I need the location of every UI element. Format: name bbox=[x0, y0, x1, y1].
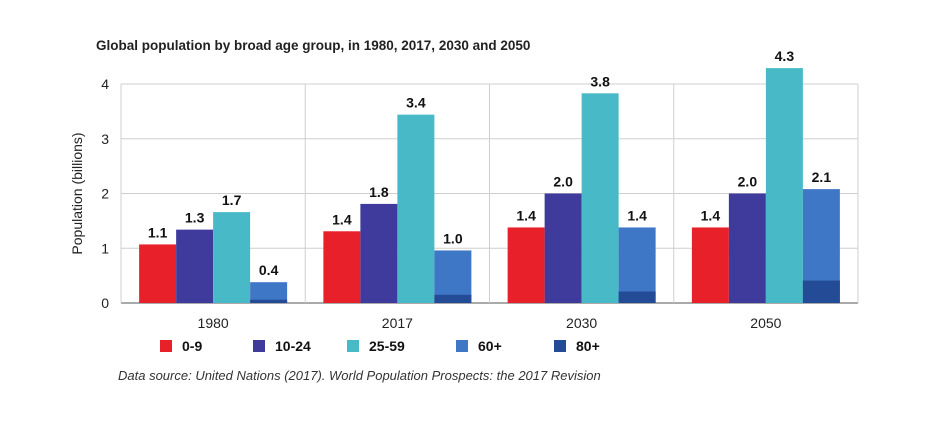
legend-label-80+: 80+ bbox=[576, 338, 600, 354]
y-tick-label: 4 bbox=[101, 76, 109, 92]
bar-80+-1980 bbox=[250, 299, 288, 303]
bar-25-59-2030 bbox=[581, 93, 619, 304]
legend-label-0-9: 0-9 bbox=[182, 338, 202, 354]
data-label-0-9-2030: 1.4 bbox=[516, 207, 536, 223]
chart-title: Global population by broad age group, in… bbox=[96, 38, 531, 53]
y-tick-label: 0 bbox=[101, 295, 109, 311]
y-axis-label: Population (billions) bbox=[69, 132, 85, 254]
data-labels: 1.1 1.3 1.7 0.4 1.4 1.8 3.4 1.0 1.4 2.0 3.8 1.4 1.4 2… bbox=[148, 48, 831, 278]
bar-10-24-2017 bbox=[360, 203, 398, 303]
bars bbox=[139, 68, 840, 304]
legend-label-60+: 60+ bbox=[478, 338, 502, 354]
x-tick-label: 2050 bbox=[750, 315, 781, 331]
bar-10-24-2030 bbox=[544, 193, 582, 303]
legend-swatch-0-9 bbox=[160, 340, 172, 352]
source-note: Data source: United Nations (2017). Worl… bbox=[118, 368, 601, 383]
data-label-10-24-2030: 2.0 bbox=[553, 174, 573, 190]
data-label-60+-2017: 1.0 bbox=[443, 230, 463, 246]
data-label-10-24-2017: 1.8 bbox=[369, 184, 389, 200]
data-label-25-59-1980: 1.7 bbox=[222, 192, 242, 208]
data-label-25-59-2017: 3.4 bbox=[406, 95, 426, 111]
data-label-10-24-2050: 2.0 bbox=[738, 174, 758, 190]
bar-0-9-2050 bbox=[691, 227, 729, 303]
bar-25-59-1980 bbox=[213, 212, 251, 303]
bar-60+-1980 bbox=[250, 282, 288, 303]
legend-label-10-24: 10-24 bbox=[275, 338, 311, 354]
data-label-0-9-2017: 1.4 bbox=[332, 211, 352, 227]
axes: 0 1 2 3 4 Population (billions) 1980 2017 2030 20… bbox=[69, 76, 782, 331]
data-label-0-9-2050: 1.4 bbox=[701, 207, 721, 223]
x-tick-label: 1980 bbox=[198, 315, 229, 331]
legend-swatch-80+ bbox=[554, 340, 566, 352]
x-tick-label: 2030 bbox=[566, 315, 597, 331]
bar-0-9-1980 bbox=[139, 244, 177, 303]
data-label-60+-2030: 1.4 bbox=[627, 207, 647, 223]
legend-label-25-59: 25-59 bbox=[369, 338, 405, 354]
bar-0-9-2017 bbox=[323, 231, 361, 303]
data-label-25-59-2050: 4.3 bbox=[775, 48, 795, 64]
data-label-10-24-1980: 1.3 bbox=[185, 210, 205, 226]
legend-swatch-25-59 bbox=[347, 340, 359, 352]
bar-25-59-2050 bbox=[765, 68, 803, 303]
y-tick-label: 3 bbox=[101, 131, 109, 147]
bar-10-24-2050 bbox=[728, 193, 766, 303]
bar-60+-2030 bbox=[618, 227, 656, 303]
data-label-60+-1980: 0.4 bbox=[259, 262, 279, 278]
bar-25-59-2017 bbox=[397, 114, 435, 303]
legend-swatch-10-24 bbox=[253, 340, 265, 352]
legend: 0-9 10-24 25-59 60+ 80+ bbox=[160, 338, 600, 354]
bar-80+-2050 bbox=[802, 280, 840, 303]
data-label-60+-2050: 2.1 bbox=[812, 169, 832, 185]
x-tick-label: 2017 bbox=[382, 315, 413, 331]
bar-10-24-1980 bbox=[176, 229, 214, 303]
bar-60+-2017 bbox=[434, 250, 472, 303]
bar-0-9-2030 bbox=[507, 227, 545, 303]
bar-80+-2017 bbox=[434, 294, 472, 303]
y-tick-label: 2 bbox=[101, 186, 109, 202]
y-tick-label: 1 bbox=[101, 240, 109, 256]
data-label-0-9-1980: 1.1 bbox=[148, 224, 168, 240]
bar-80+-2030 bbox=[618, 291, 656, 303]
data-label-25-59-2030: 3.8 bbox=[590, 73, 610, 89]
legend-swatch-60+ bbox=[456, 340, 468, 352]
